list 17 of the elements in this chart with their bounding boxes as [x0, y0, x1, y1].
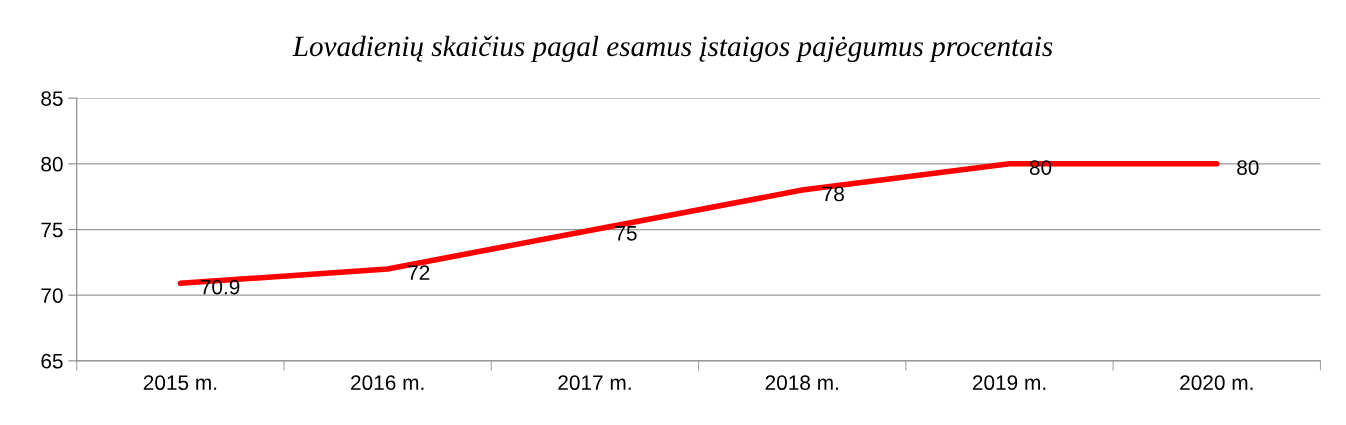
data-label: 70.9 [200, 279, 240, 295]
y-tick-label: 75 [41, 222, 63, 238]
x-tick-label: 2020 m. [1180, 375, 1253, 391]
x-tick-label: 2015 m. [143, 375, 217, 391]
y-tick-label: 65 [41, 353, 63, 369]
data-label: 72 [408, 265, 430, 280]
chart-title: Lovadienių skaičius pagal esamus įstaigos pajėgumus procentais [292, 35, 1053, 63]
x-tick-label: 2019 m. [972, 375, 1046, 391]
y-tick-label: 85 [41, 91, 63, 106]
x-tick-label: 2016 m. [351, 375, 424, 391]
x-tick-label: 2017 m. [558, 375, 631, 391]
data-label: 78 [822, 186, 844, 202]
x-tick-label: 2018 m. [765, 375, 838, 391]
y-tick-label: 70 [41, 288, 63, 303]
data-label: 75 [615, 226, 637, 241]
data-label: 80 [1237, 160, 1259, 175]
y-tick-label: 80 [41, 156, 63, 172]
